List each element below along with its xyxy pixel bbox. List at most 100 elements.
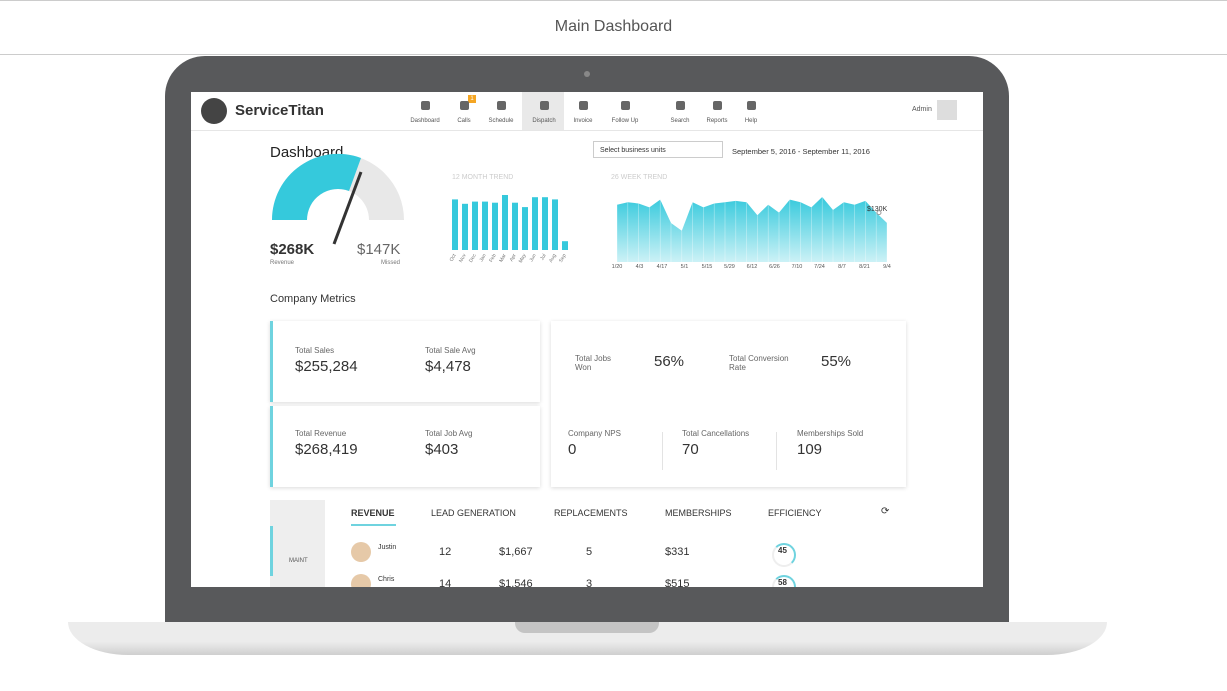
area	[617, 197, 887, 262]
week-trend-title: 26 WEEK TREND	[611, 174, 668, 181]
bar	[502, 195, 508, 250]
metric-label: Total Sale Avg	[425, 346, 476, 355]
cell: 12	[439, 546, 452, 558]
select[interactable]: Select business units	[593, 141, 723, 158]
ring-label: 55%	[820, 353, 852, 370]
gauge-needle	[332, 171, 363, 245]
x-tick-label: 5/1	[681, 264, 689, 270]
metric-value: 70	[682, 441, 699, 458]
bar	[452, 199, 458, 250]
nav-icon[interactable]	[460, 101, 469, 110]
metric-label: Company NPS	[568, 429, 621, 438]
base-notch	[515, 622, 659, 633]
x-tick-label: 7/10	[792, 264, 803, 270]
metric-label: Total Conversion Rate	[729, 354, 789, 372]
nav-item[interactable]: Invoice	[573, 118, 593, 124]
ring-label: 56%	[653, 353, 685, 370]
charts: Oct Nov Dec Jan Feb Mar Apr May Jun Jul Aug Sep 1/20…	[271, 153, 891, 387]
bar	[522, 207, 528, 250]
header-bar	[0, 0, 1227, 55]
metric-label: Total Job Avg	[425, 429, 473, 438]
metric-value: $4,478	[425, 358, 471, 375]
bar	[512, 202, 518, 250]
cell: $1,546	[499, 578, 533, 587]
x-tick-label: 4/3	[636, 264, 644, 270]
x-tick-label: 1/20	[612, 264, 623, 270]
x-tick-label: Aug	[548, 253, 558, 264]
avatar	[351, 542, 371, 562]
metric-label: Total Sales	[295, 346, 335, 355]
card-sales	[270, 321, 540, 402]
tab[interactable]: MEMBERSHIPS	[665, 508, 732, 518]
x-tick-label: 9/4	[883, 264, 891, 270]
cell: $331	[665, 546, 690, 558]
cell: $515	[665, 578, 690, 587]
x-tick-label: 8/21	[859, 264, 870, 270]
cell: $1,667	[499, 546, 533, 558]
page-title: Main Dashboard	[554, 18, 673, 35]
side-label[interactable]: MAINT	[289, 558, 308, 564]
bar	[472, 201, 478, 250]
gauge-missed: $147K	[357, 241, 401, 258]
nav-item[interactable]: Reports	[706, 118, 728, 124]
tab[interactable]: EFFICIENCY	[768, 508, 822, 518]
metric-value: 0	[568, 441, 577, 458]
x-tick-label: Apr	[509, 253, 518, 263]
x-tick-label: Dec	[468, 253, 478, 264]
date-range[interactable]: September 5, 2016 - September 11, 2016	[732, 147, 870, 156]
x-tick-label: May	[518, 253, 528, 265]
x-tick-label: 6/26	[769, 264, 780, 270]
bar	[552, 199, 558, 250]
gauge-revenue: $268K	[270, 241, 315, 258]
metric-value: $255,284	[295, 358, 358, 375]
nav-active	[522, 92, 564, 130]
gauge-missed-label: Missed	[381, 260, 401, 266]
screen: ServiceTitan 1 Admin Dashboard Select bu…	[191, 92, 983, 587]
x-tick-label: 4/17	[657, 264, 668, 270]
bar	[492, 202, 498, 250]
marker	[876, 210, 882, 216]
month-trend-title: 12 MONTH TREND	[452, 174, 514, 181]
nav-icon[interactable]	[676, 101, 685, 110]
nav-item[interactable]: Help	[744, 118, 758, 124]
nav-item[interactable]: Dispatch	[532, 118, 556, 124]
logo: ServiceTitan	[235, 102, 324, 119]
card-kpis	[551, 321, 906, 487]
x-tick-label: Nov	[458, 253, 468, 264]
nav-icon[interactable]	[540, 101, 549, 110]
bar	[462, 203, 468, 250]
side-panel	[270, 500, 325, 587]
nav-icon[interactable]	[747, 101, 756, 110]
avatar[interactable]	[937, 100, 957, 120]
bar	[482, 201, 488, 250]
x-tick-label: Oct	[449, 252, 458, 262]
nav-icon[interactable]	[579, 101, 588, 110]
tab[interactable]: LEAD GENERATION	[431, 508, 516, 518]
user[interactable]: Admin	[912, 106, 932, 113]
nav-item[interactable]: Dashboard	[410, 118, 440, 124]
nav-item[interactable]: Follow Up	[611, 118, 639, 124]
metric-value: 109	[797, 441, 823, 458]
bar	[562, 241, 568, 250]
nav-item[interactable]: Search	[670, 118, 690, 124]
nav-item[interactable]: Calls	[457, 118, 471, 124]
tab[interactable]: REPLACEMENTS	[554, 508, 628, 518]
metric-label: Memberships Sold	[797, 429, 864, 438]
x-tick-label: Jun	[529, 253, 538, 263]
nav-icon[interactable]	[421, 101, 430, 110]
nav-icon[interactable]	[713, 101, 722, 110]
nav-item[interactable]: Schedule	[488, 118, 514, 124]
tab-underline	[351, 524, 396, 526]
cell: Chris	[378, 576, 395, 583]
nav-icon[interactable]	[497, 101, 506, 110]
tab[interactable]: REVENUE	[351, 508, 395, 518]
cell: 14	[439, 578, 452, 587]
metric-label: Total Cancellations	[682, 429, 750, 438]
refresh[interactable]: ⟳	[881, 506, 890, 517]
nav-icon[interactable]	[621, 101, 630, 110]
side-active	[270, 526, 273, 576]
cell: 5	[586, 546, 593, 558]
metrics-title: Company Metrics	[270, 293, 356, 305]
gauge-fill	[271, 153, 361, 220]
x-tick-label: Jul	[539, 253, 547, 262]
